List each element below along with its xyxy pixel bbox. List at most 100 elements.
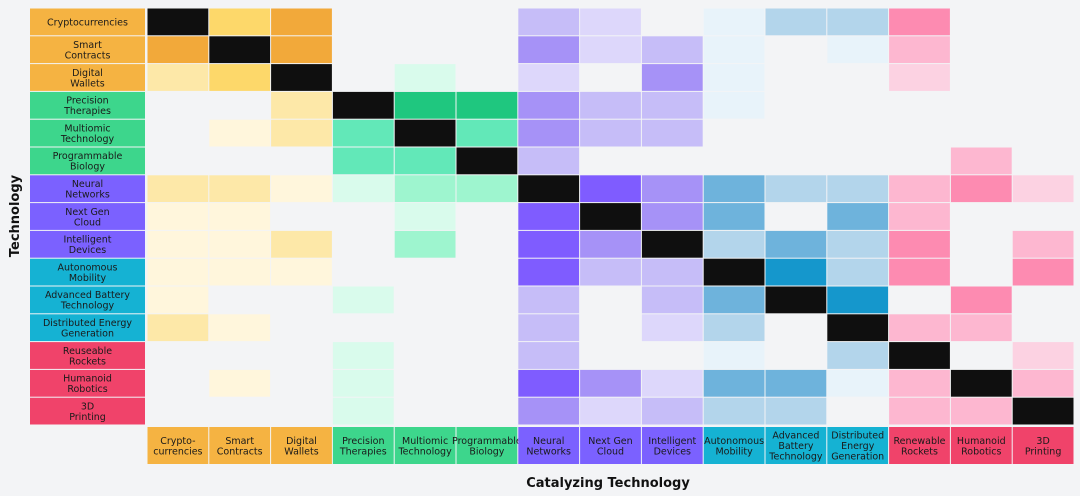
row-label-box: [30, 342, 145, 369]
column-labels: Crypto-currencies Smart Contracts Digital Wa…: [147, 427, 1074, 464]
heatmap-cell: [950, 397, 1012, 425]
heatmap-cell: [950, 369, 1012, 397]
column-label: Crypto-currencies: [153, 436, 202, 458]
heatmap-cell: [641, 258, 703, 286]
heatmap-cell: [580, 230, 641, 258]
heatmap-cell: [332, 147, 394, 175]
heatmap-cell: [209, 64, 271, 91]
heatmap-cell: [518, 175, 580, 203]
heatmap-cell: [394, 230, 456, 258]
heatmap-cell: [147, 64, 209, 91]
row-label-box: [30, 369, 145, 397]
heatmap-cell: [209, 369, 271, 397]
heatmap-cell: [209, 8, 271, 36]
heatmap-cell: [394, 147, 456, 175]
heatmap-cells: [147, 8, 1074, 425]
heatmap-cell: [580, 8, 641, 36]
heatmap-cell: [518, 230, 580, 258]
heatmap-cell: [703, 369, 765, 397]
heatmap-cell: [827, 286, 889, 314]
heatmap-cell: [703, 8, 765, 36]
heatmap-cell: [765, 369, 827, 397]
heatmap-cell: [827, 369, 889, 397]
heatmap-cell: [889, 342, 950, 369]
heatmap-cell: [765, 230, 827, 258]
heatmap-cell: [889, 203, 950, 230]
row-labels: Cryptocurrencies Smart Contracts Digital Wal…: [30, 8, 145, 425]
heatmap-cell: [394, 91, 456, 119]
heatmap-cell: [209, 203, 271, 230]
column-label-box: [147, 427, 209, 464]
column-label: Next Gen Cloud: [588, 436, 632, 458]
column-label-box: [889, 427, 950, 464]
row-label: Next Gen Cloud: [65, 207, 109, 229]
column-label: Precision Therapies: [339, 436, 387, 458]
row-label-box: [30, 8, 145, 36]
column-label-box: [456, 427, 518, 464]
heatmap-cell: [209, 119, 271, 147]
heatmap-cell: [271, 175, 332, 203]
heatmap-cell: [147, 175, 209, 203]
column-label: Distributed Energy Generation: [831, 431, 884, 463]
heatmap-cell: [950, 147, 1012, 175]
heatmap-cell: [147, 36, 209, 64]
heatmap-cell: [950, 175, 1012, 203]
row-label-box: [30, 203, 145, 230]
column-label-box: [1012, 427, 1074, 464]
heatmap-cell: [518, 203, 580, 230]
column-label-box: [209, 427, 271, 464]
heatmap-cell: [332, 175, 394, 203]
heatmap-cell: [518, 64, 580, 91]
heatmap-cell: [765, 286, 827, 314]
heatmap-cell: [518, 314, 580, 342]
heatmap-cell: [518, 8, 580, 36]
heatmap-cell: [580, 91, 641, 119]
heatmap-cell: [703, 36, 765, 64]
row-label: Intelligent Devices: [64, 235, 112, 257]
heatmap-cell: [703, 258, 765, 286]
column-label-box: [271, 427, 332, 464]
heatmap-cell: [394, 119, 456, 147]
heatmap-cell: [332, 119, 394, 147]
heatmap-cell: [271, 230, 332, 258]
heatmap-cell: [580, 397, 641, 425]
row-label-box: [30, 230, 145, 258]
row-label: Cryptocurrencies: [47, 17, 128, 28]
heatmap-cell: [950, 314, 1012, 342]
heatmap-cell: [518, 369, 580, 397]
column-label: Neural Networks: [526, 436, 571, 458]
heatmap-cell: [889, 369, 950, 397]
heatmap-cell: [641, 397, 703, 425]
heatmap-cell: [827, 230, 889, 258]
y-axis-label: Technology: [8, 174, 23, 257]
row-label: 3D Printing: [69, 401, 106, 423]
heatmap-cell: [580, 369, 641, 397]
heatmap-cell: [209, 314, 271, 342]
column-label: Programmable Biology: [452, 436, 522, 458]
heatmap-cell: [889, 36, 950, 64]
heatmap-cell: [147, 314, 209, 342]
row-label: Programmable Biology: [53, 151, 123, 173]
heatmap-cell: [765, 8, 827, 36]
row-label-box: [30, 397, 145, 425]
row-label-box: [30, 175, 145, 203]
row-label-box: [30, 91, 145, 119]
column-label: Digital Wallets: [284, 436, 318, 458]
heatmap-cell: [456, 147, 518, 175]
row-label-box: [30, 286, 145, 314]
heatmap-cell: [580, 203, 641, 230]
heatmap-cell: [765, 175, 827, 203]
heatmap-cell: [271, 91, 332, 119]
heatmap-cell: [703, 397, 765, 425]
heatmap-cell: [332, 397, 394, 425]
column-label: Intelligent Devices: [648, 436, 696, 458]
heatmap-cell: [518, 36, 580, 64]
heatmap-cell: [1012, 397, 1074, 425]
heatmap-cell: [827, 314, 889, 342]
heatmap-cell: [147, 8, 209, 36]
heatmap-cell: [703, 91, 765, 119]
heatmap-cell: [518, 397, 580, 425]
heatmap-cell: [765, 258, 827, 286]
heatmap-cell: [889, 64, 950, 91]
